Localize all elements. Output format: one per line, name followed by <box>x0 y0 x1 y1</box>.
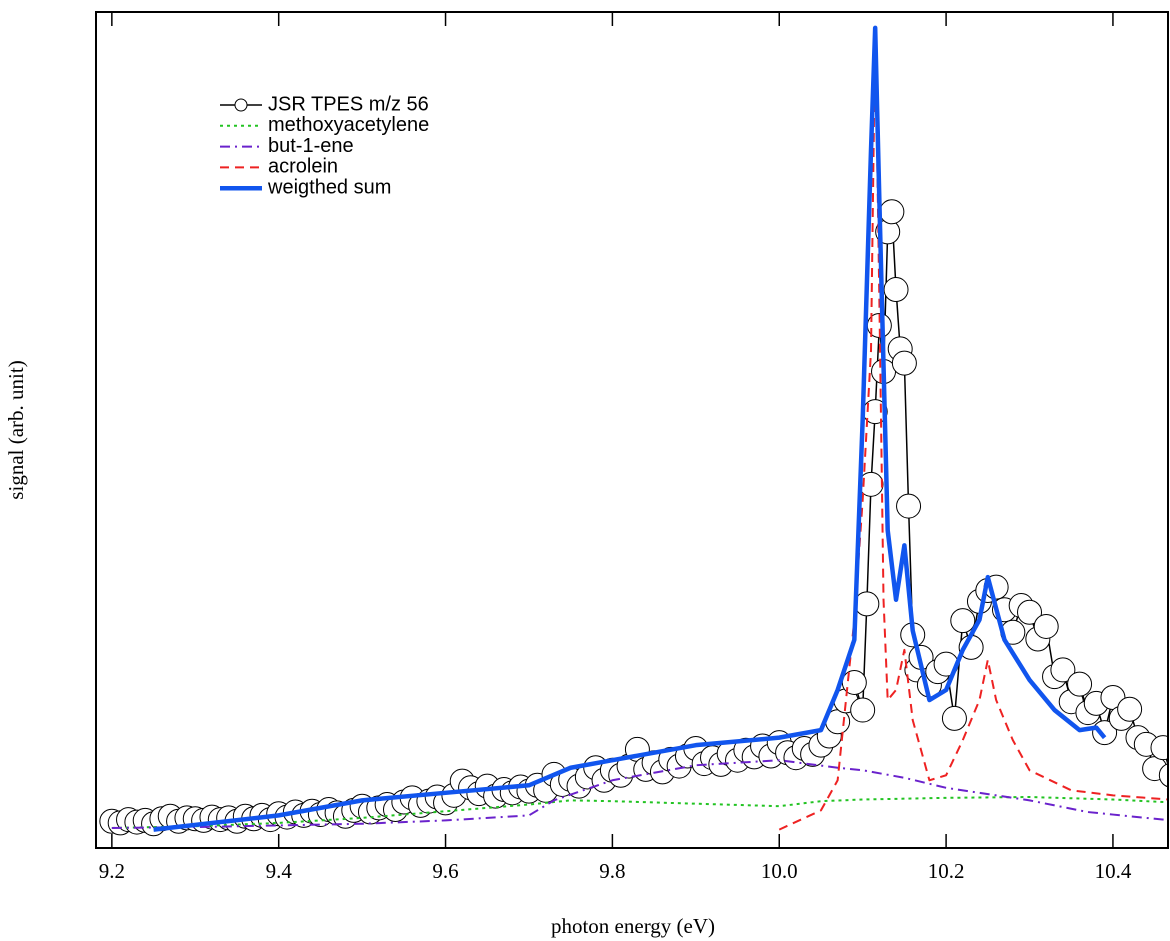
x-tick-label: 9.2 <box>99 859 125 883</box>
data-point <box>896 493 922 519</box>
legend-label: JSR TPES m/z 56 <box>268 93 429 115</box>
legend-label: but-1-ene <box>268 135 354 157</box>
data-point <box>850 697 876 723</box>
data-point <box>854 591 880 617</box>
data-point <box>891 350 917 376</box>
legend-label: methoxyacetylene <box>268 114 429 136</box>
series-line <box>153 25 1107 832</box>
legend-label: acrolein <box>268 156 338 178</box>
data-point <box>1067 671 1093 697</box>
x-tick-label: 9.8 <box>599 859 625 883</box>
y-axis-label: signal (arb. unit) <box>4 360 28 499</box>
x-tick-label: 10.4 <box>1095 859 1132 883</box>
data-point <box>950 608 976 634</box>
legend-marker <box>234 98 248 112</box>
data-point <box>1092 720 1118 746</box>
x-tick-label: 10.2 <box>928 859 965 883</box>
data-point <box>1033 613 1059 639</box>
x-tick-label: 10.0 <box>761 859 798 883</box>
data-point <box>1117 696 1143 722</box>
data-point <box>879 199 905 225</box>
data-point <box>1017 599 1043 625</box>
legend-label: weigthed sum <box>267 176 391 198</box>
plot-area <box>99 24 1168 837</box>
series-line <box>111 211 1168 825</box>
data-point <box>1050 657 1076 683</box>
data-point <box>1158 763 1168 788</box>
data-point <box>1150 735 1168 761</box>
x-axis-label: photon energy (eV) <box>551 914 715 938</box>
series-line <box>111 759 1168 829</box>
data-point <box>883 277 909 303</box>
x-tick-label: 9.6 <box>432 859 458 883</box>
data-point <box>841 669 867 695</box>
x-tick-label: 9.4 <box>266 859 293 883</box>
data-point <box>941 705 967 731</box>
plot-frame <box>95 11 1169 849</box>
series-line <box>111 796 1168 829</box>
